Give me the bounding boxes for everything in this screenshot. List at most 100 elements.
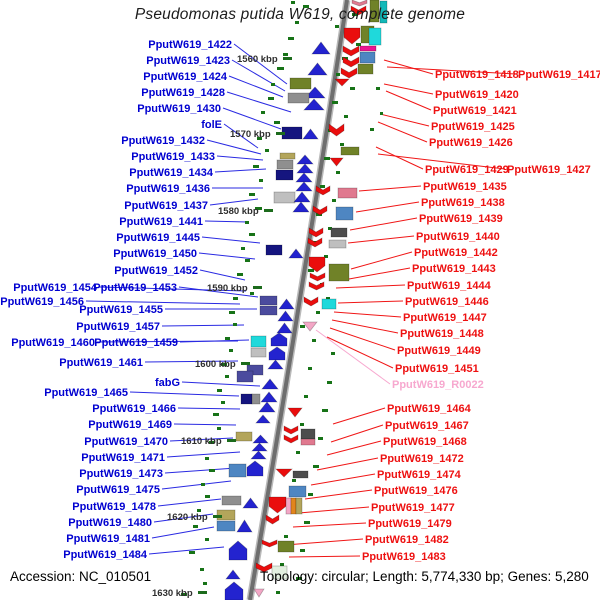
- gene-box[interactable]: [288, 485, 307, 498]
- gene-arrow[interactable]: [340, 67, 358, 79]
- gene-label[interactable]: PputW619_1425: [431, 121, 515, 133]
- gene-label[interactable]: PputW619_1432: [121, 135, 205, 147]
- gene-arrow[interactable]: [265, 514, 280, 525]
- gene-box[interactable]: [259, 305, 278, 316]
- gene-arrow[interactable]: [342, 56, 360, 68]
- gene-arrow[interactable]: [261, 378, 279, 390]
- gene-arrow[interactable]: [303, 296, 319, 307]
- gene-label[interactable]: PputW619_1473: [79, 468, 163, 480]
- gene-box[interactable]: [379, 0, 388, 24]
- gene-label[interactable]: PputW619_1448: [400, 328, 484, 340]
- gene-arrow[interactable]: [304, 86, 326, 99]
- gene-arrow[interactable]: [228, 540, 248, 561]
- gene-label[interactable]: PputW619_1459: [94, 337, 178, 349]
- gene-arrow[interactable]: [270, 332, 288, 347]
- gene-box[interactable]: [290, 497, 297, 515]
- gene-box[interactable]: [250, 347, 267, 358]
- gene-arrow[interactable]: [225, 569, 241, 580]
- gene-arrow[interactable]: [275, 468, 293, 478]
- gene-label[interactable]: PputW619_1439: [419, 213, 503, 225]
- gene-arrow[interactable]: [287, 407, 303, 418]
- gene-label[interactable]: PputW619_1420: [435, 89, 519, 101]
- gene-arrow[interactable]: [343, 27, 361, 45]
- gene-label[interactable]: PputW619_1429: [425, 164, 509, 176]
- gene-box[interactable]: [300, 428, 316, 440]
- gene-label[interactable]: PputW619_1471: [81, 452, 165, 464]
- gene-arrow[interactable]: [255, 414, 271, 424]
- gene-label[interactable]: PputW619_1450: [113, 248, 197, 260]
- gene-arrow[interactable]: [296, 154, 314, 165]
- gene-box[interactable]: [359, 45, 377, 52]
- gene-label[interactable]: PputW619_1438: [421, 197, 505, 209]
- gene-label[interactable]: PputW619_1426: [429, 137, 513, 149]
- gene-box[interactable]: [328, 263, 350, 282]
- gene-box[interactable]: [275, 169, 294, 181]
- gene-label[interactable]: PputW619_1480: [68, 517, 152, 529]
- gene-label[interactable]: PputW619_1453: [93, 282, 177, 294]
- gene-box[interactable]: [273, 191, 296, 204]
- gene-arrow[interactable]: [268, 496, 287, 514]
- gene-box[interactable]: [337, 187, 358, 199]
- gene-label[interactable]: PputW619_1423: [146, 55, 230, 67]
- gene-arrow[interactable]: [276, 322, 293, 334]
- gene-label[interactable]: PputW619_1460: [11, 337, 95, 349]
- gene-label[interactable]: PputW619_1466: [92, 403, 176, 415]
- gene-label[interactable]: PputW619_1440: [416, 231, 500, 243]
- gene-label[interactable]: PputW619_1469: [88, 419, 172, 431]
- gene-label[interactable]: PputW619_1476: [374, 485, 458, 497]
- gene-arrow[interactable]: [278, 298, 295, 310]
- gene-label[interactable]: PputW619_1446: [405, 296, 489, 308]
- gene-label[interactable]: PputW619_1483: [362, 551, 446, 563]
- gene-box[interactable]: [276, 159, 294, 170]
- gene-label[interactable]: PputW619_1456: [0, 296, 84, 308]
- gene-arrow[interactable]: [246, 460, 264, 477]
- gene-arrow[interactable]: [252, 434, 269, 444]
- gene-label[interactable]: PputW619_1482: [365, 534, 449, 546]
- gene-arrow[interactable]: [293, 191, 311, 203]
- gene-box[interactable]: [289, 77, 312, 90]
- gene-label[interactable]: PputW619_1422: [148, 39, 232, 51]
- gene-box[interactable]: [221, 495, 242, 506]
- gene-arrow[interactable]: [329, 157, 344, 167]
- gene-box[interactable]: [259, 295, 278, 306]
- gene-label[interactable]: folE: [201, 119, 222, 131]
- gene-box[interactable]: [246, 364, 264, 376]
- gene-label[interactable]: PputW619_1470: [84, 436, 168, 448]
- gene-label[interactable]: PputW619_1464: [387, 403, 472, 415]
- gene-label[interactable]: PputW619_1474: [377, 469, 462, 481]
- gene-label[interactable]: PputW619_1452: [114, 265, 198, 277]
- gene-label[interactable]: PputW619_1467: [385, 420, 469, 432]
- gene-arrow[interactable]: [253, 588, 265, 598]
- gene-arrow[interactable]: [250, 450, 267, 460]
- gene-label[interactable]: PputW619_1478: [72, 501, 156, 513]
- gene-box[interactable]: [321, 298, 337, 310]
- gene-arrow[interactable]: [258, 401, 276, 413]
- gene-arrow[interactable]: [295, 181, 313, 192]
- gene-label[interactable]: PputW619_1424: [143, 71, 228, 83]
- gene-arrow[interactable]: [283, 434, 299, 444]
- gene-box[interactable]: [287, 92, 310, 104]
- gene-label[interactable]: PputW619_1477: [371, 502, 455, 514]
- gene-label[interactable]: PputW619_1451: [395, 363, 479, 375]
- gene-box[interactable]: [295, 497, 303, 515]
- gene-box[interactable]: [359, 51, 376, 64]
- gene-box[interactable]: [250, 335, 267, 348]
- gene-label[interactable]: fabG: [155, 377, 180, 389]
- gene-arrow[interactable]: [288, 248, 304, 259]
- gene-arrow[interactable]: [268, 346, 286, 361]
- gene-box[interactable]: [335, 206, 354, 221]
- gene-arrow[interactable]: [267, 359, 284, 370]
- gene-label[interactable]: PputW619_1418: [435, 69, 519, 81]
- gene-label[interactable]: PputW619_1465: [44, 387, 128, 399]
- gene-label[interactable]: PputW619_1435: [423, 181, 507, 193]
- gene-label[interactable]: PputW619_1475: [76, 484, 160, 496]
- gene-arrow[interactable]: [251, 442, 268, 452]
- gene-box[interactable]: [228, 463, 247, 478]
- gene-label[interactable]: PputW619_1433: [131, 151, 215, 163]
- gene-label[interactable]: PputW619_1455: [79, 304, 163, 316]
- gene-arrow[interactable]: [312, 205, 328, 216]
- gene-box[interactable]: [235, 431, 253, 442]
- gene-arrow[interactable]: [302, 321, 318, 332]
- gene-label[interactable]: PputW619_1430: [137, 103, 221, 115]
- gene-arrow[interactable]: [296, 163, 314, 174]
